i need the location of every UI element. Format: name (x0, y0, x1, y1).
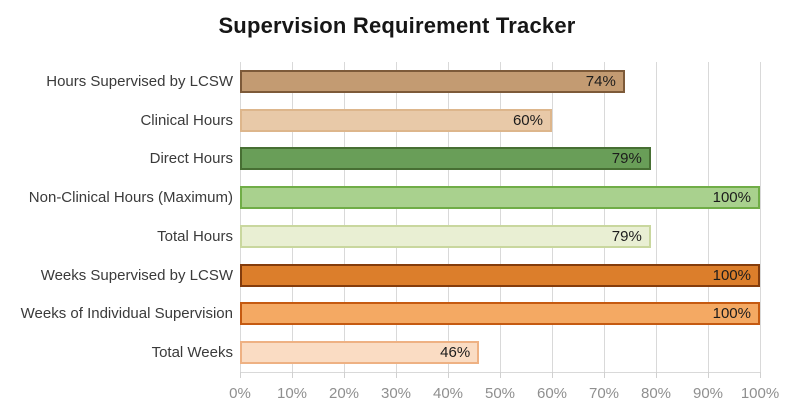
bar: 100% (240, 302, 760, 326)
x-axis-tick-mark (708, 372, 709, 378)
gridline (292, 62, 293, 372)
category-label: Hours Supervised by LCSW (46, 72, 233, 90)
bar-row: 46% (240, 333, 760, 372)
bar-value-label: 100% (712, 189, 751, 207)
bar: 46% (240, 341, 480, 365)
x-axis-tick-mark (604, 372, 605, 378)
category-label: Direct Hours (149, 150, 233, 168)
gridline (240, 62, 241, 372)
bar: 100% (240, 263, 760, 287)
bar: 79% (240, 147, 651, 171)
bar: 100% (240, 186, 760, 210)
x-axis: 0% 10% 20% 30% 40% 50% 60% 70% 80% 90% 100% (229, 385, 779, 407)
bar-value-label: 60% (512, 111, 543, 129)
category-label: Non-Clinical Hours (Maximum) (28, 189, 233, 207)
x-axis-tick-mark (656, 372, 657, 378)
x-axis-tick-label: 80% (640, 385, 672, 402)
bar-row: 79% (240, 140, 760, 179)
x-axis-tick-label: 0% (229, 385, 251, 402)
bar-row: 100% (240, 295, 760, 334)
x-axis-tick-label: 100% (740, 385, 780, 402)
x-axis-tick-mark (292, 372, 293, 378)
x-axis-tick-mark (552, 372, 553, 378)
x-axis-tick-label: 70% (588, 385, 620, 402)
gridline (344, 62, 345, 372)
gridline (604, 62, 605, 372)
gridline (396, 62, 397, 372)
x-axis-tick-mark (396, 372, 397, 378)
category-axis: Hours Supervised by LCSW Clinical Hours Di… (0, 62, 233, 372)
gridline (448, 62, 449, 372)
bar-value-label: 74% (585, 72, 616, 90)
x-axis-tick-mark (344, 372, 345, 378)
category-label: Total Hours (157, 227, 233, 245)
bar-value-label: 46% (440, 344, 471, 362)
x-axis-tick-mark (760, 372, 761, 378)
x-axis-tick-label: 50% (484, 385, 516, 402)
bar-value-label: 100% (712, 305, 751, 323)
chart-title: Supervision Requirement Tracker (218, 13, 576, 38)
bar: 74% (240, 69, 625, 93)
gridline-layer (240, 62, 761, 372)
category-label: Clinical Hours (140, 111, 233, 129)
bar-row: 74% (240, 62, 760, 101)
x-axis-tick-label: 10% (276, 385, 308, 402)
category-label: Weeks of Individual Supervision (20, 305, 233, 323)
bar-value-label: 100% (712, 266, 751, 284)
x-axis-tick-label: 20% (328, 385, 360, 402)
bar: 60% (240, 108, 552, 132)
bar-value-label: 79% (611, 150, 642, 168)
gridline (552, 62, 553, 372)
x-axis-tick-mark (448, 372, 449, 378)
bar-row: 79% (240, 217, 760, 256)
bar-value-label: 79% (611, 227, 642, 245)
bar-row: 100% (240, 178, 760, 217)
gridline (708, 62, 709, 372)
bar-row: 60% (240, 101, 760, 140)
gridline (656, 62, 657, 372)
x-axis-tick-label: 40% (432, 385, 464, 402)
x-axis-tick-label: 90% (692, 385, 724, 402)
category-label: Weeks Supervised by LCSW (40, 266, 233, 284)
x-axis-tick-label: 60% (536, 385, 568, 402)
category-label: Total Weeks (151, 344, 233, 362)
plot-area: 74% 60% 79% 100% 79% 100% 100% 46% (240, 62, 760, 372)
x-axis-tick-mark (240, 372, 241, 378)
gridline (500, 62, 501, 372)
x-axis-tick-label: 30% (380, 385, 412, 402)
x-axis-tick-mark (500, 372, 501, 378)
gridline (760, 62, 761, 372)
bar: 79% (240, 224, 651, 248)
bar-row: 100% (240, 256, 760, 295)
